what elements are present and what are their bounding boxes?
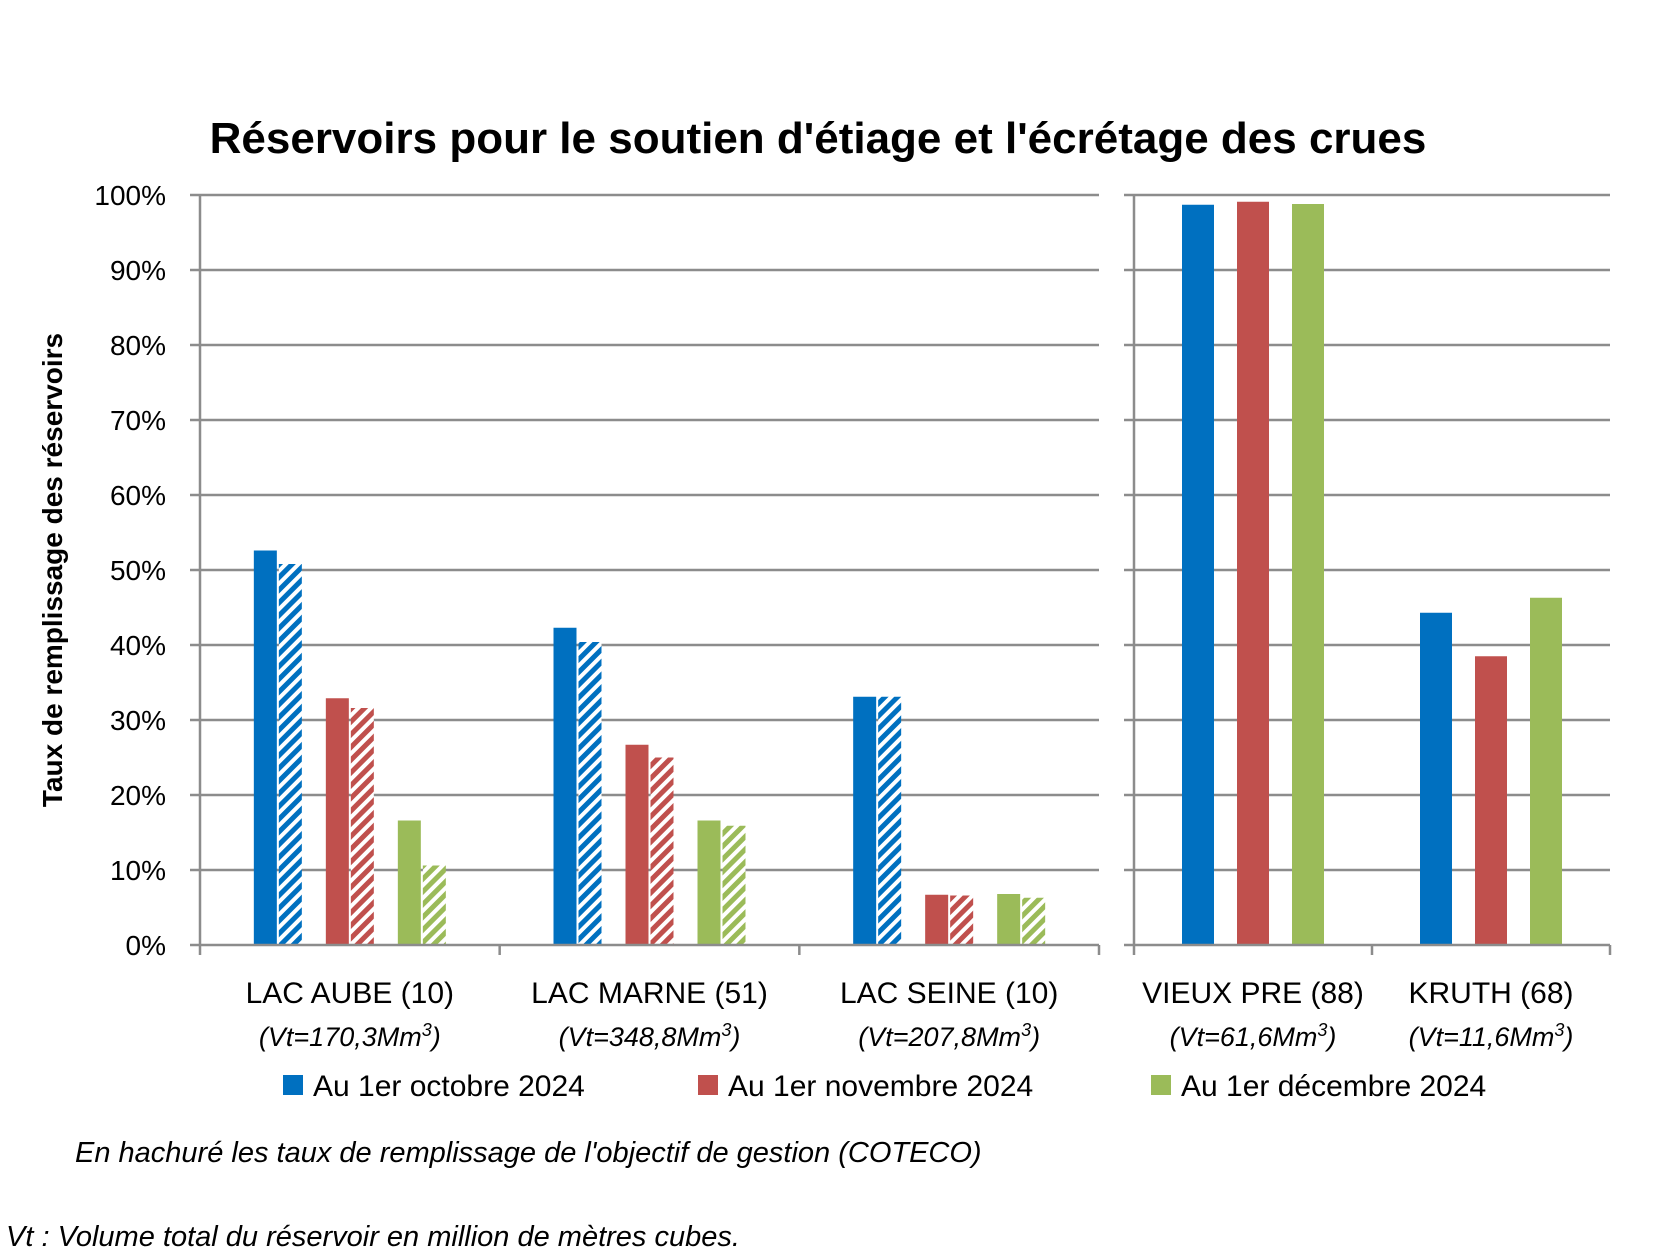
category-volume: (Vt=207,8Mm3) — [858, 1020, 1040, 1052]
bar-objective — [350, 708, 374, 945]
volume-note: Vt : Volume total du réservoir en millio… — [6, 1221, 740, 1250]
y-tick-label: 60% — [110, 480, 166, 511]
bar — [1237, 201, 1269, 945]
legend-swatch-novembre — [698, 1075, 718, 1095]
bar-objective — [422, 865, 446, 945]
y-tick-label: 10% — [110, 855, 166, 886]
y-tick-label: 100% — [94, 180, 166, 211]
hatch-note: En hachuré les taux de remplissage de l'… — [75, 1137, 982, 1169]
category-label: LAC AUBE (10) — [246, 977, 454, 1010]
bar — [397, 820, 421, 945]
y-tick-label: 80% — [110, 330, 166, 361]
bar-objective — [878, 696, 902, 945]
bar — [1530, 597, 1562, 945]
category-label: LAC SEINE (10) — [840, 977, 1058, 1010]
y-tick-label: 30% — [110, 705, 166, 736]
legend-swatch-decembre — [1151, 1075, 1171, 1095]
bar — [553, 627, 577, 945]
bar-objective — [1022, 897, 1046, 945]
bar — [1182, 204, 1214, 945]
category-label: VIEUX PRE (88) — [1142, 977, 1364, 1010]
y-tick-label: 70% — [110, 405, 166, 436]
bar-objective — [650, 757, 674, 945]
category-volume: (Vt=170,3Mm3) — [259, 1020, 441, 1052]
category-label: LAC MARNE (51) — [531, 977, 768, 1010]
bar — [1475, 656, 1507, 945]
legend-swatch-octobre — [283, 1075, 303, 1095]
y-tick-labels: 0% 10% 20% 30% 40% 50% 60% 70% 80% 90% 100% — [94, 180, 166, 961]
legend-label-octobre: Au 1er octobre 2024 — [313, 1070, 585, 1103]
bar — [1420, 612, 1452, 945]
x-axes — [190, 195, 1612, 955]
category-label: KRUTH (68) — [1408, 977, 1573, 1010]
y-tick-label: 40% — [110, 630, 166, 661]
legend-label-novembre: Au 1er novembre 2024 — [728, 1070, 1033, 1103]
bar — [697, 820, 721, 945]
bar — [1292, 204, 1324, 945]
bar — [325, 698, 349, 945]
bar-objective — [722, 825, 746, 945]
legend: Au 1er octobre 2024 Au 1er novembre 2024… — [283, 1070, 1486, 1103]
bar — [625, 744, 649, 945]
bar-objective — [578, 642, 602, 945]
category-volume: (Vt=348,8Mm3) — [559, 1020, 741, 1052]
bar — [925, 894, 949, 945]
chart-title: Réservoirs pour le soutien d'étiage et l… — [210, 114, 1427, 163]
y-tick-label: 20% — [110, 780, 166, 811]
y-tick-label: 0% — [126, 930, 166, 961]
bar-objective — [950, 895, 974, 945]
bar-objective — [278, 564, 302, 945]
bar — [253, 550, 277, 945]
category-volume: (Vt=11,6Mm3) — [1409, 1020, 1574, 1052]
category-volume: (Vt=61,6Mm3) — [1170, 1020, 1337, 1052]
category-labels: LAC AUBE (10) (Vt=170,3Mm3) LAC MARNE (51)… — [246, 977, 1574, 1052]
bar — [997, 894, 1021, 945]
y-tick-label: 50% — [110, 555, 166, 586]
y-tick-label: 90% — [110, 255, 166, 286]
legend-label-decembre: Au 1er décembre 2024 — [1181, 1070, 1486, 1103]
bar — [853, 696, 877, 945]
bars — [253, 201, 1562, 945]
y-axis-label: Taux de remplissage des réservoirs — [37, 333, 68, 807]
